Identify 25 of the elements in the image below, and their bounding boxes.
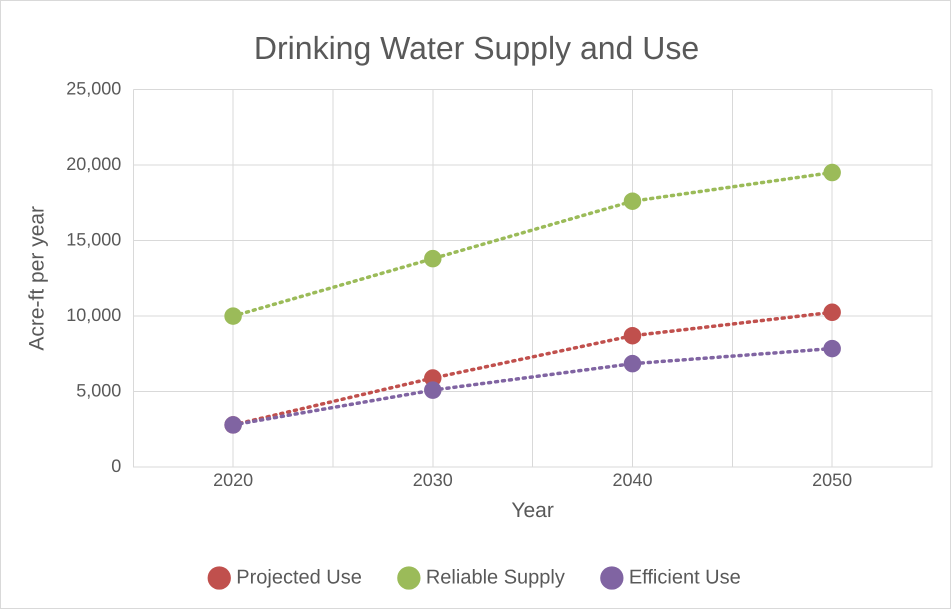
x-tick-label: 2030: [412, 470, 453, 490]
legend-label: Efficient Use: [628, 566, 741, 589]
point: [624, 354, 642, 372]
y-tick-label: 0: [111, 456, 122, 476]
y-tick-label: 10,000: [66, 305, 122, 326]
x-tick-label: 2050: [812, 470, 852, 490]
x-tick-label: 2040: [612, 470, 652, 490]
point: [823, 340, 841, 358]
legend-label: Reliable Supply: [426, 566, 565, 589]
x-axis-title: Year: [511, 499, 554, 522]
y-tick-label: 5,000: [76, 380, 122, 401]
point: [224, 307, 242, 325]
y-tick-label: 15,000: [66, 229, 122, 250]
y-tick-label: 25,000: [66, 78, 122, 98]
point: [424, 381, 442, 399]
point: [624, 326, 642, 344]
y-tick-label: 20,000: [66, 154, 122, 174]
chart-title: Drinking Water Supply and Use: [254, 30, 700, 66]
legend-label: Projected Use: [236, 566, 362, 589]
x-tick-label: 2020: [213, 470, 254, 490]
point: [624, 192, 642, 210]
point: [823, 304, 841, 322]
point: [424, 250, 442, 268]
y-axis-title: Acre-ft per year: [25, 206, 48, 351]
point: [823, 164, 841, 182]
